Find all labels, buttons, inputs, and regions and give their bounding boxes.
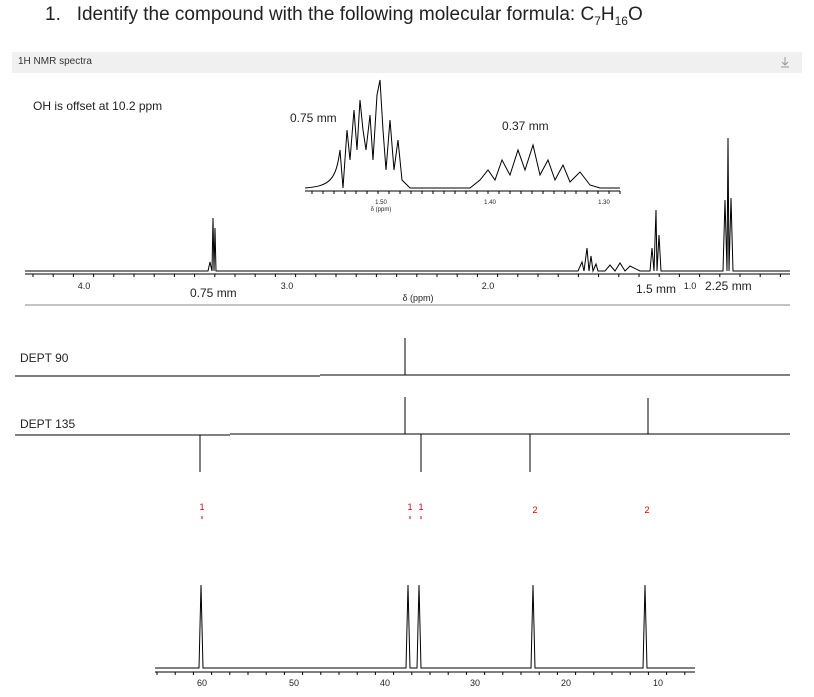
inset-tick-label: 1.40 [484,200,496,206]
inset-tick-label: 1.30 [598,200,610,206]
dept135-trace [15,397,790,472]
inset-axis-label: δ (ppm) [371,207,392,213]
integral: 1.5 mm [636,282,676,296]
formula: C7H16O [580,4,643,28]
tick-label: 2.0 [482,281,495,291]
inset-label: 0.75 mm [290,111,337,125]
tick-label: 1.0 [684,281,697,291]
dept-label: DEPT 135 [20,417,75,431]
atom: H [600,4,615,25]
peak-label: 1 [407,502,412,512]
panel-title: 1H NMR spectra [18,56,92,67]
atom: O [627,4,643,25]
axis-label: δ (ppm) [402,293,433,303]
download-icon[interactable] [781,57,789,68]
question-text: Identify the compound with the following… [76,4,576,25]
tick-label: 60 [197,678,207,688]
inset-tick-label: 1.50 [375,200,387,206]
tick-label: 30 [470,678,480,688]
carbon-trace [155,584,695,669]
inset-trace [304,79,620,189]
tick-label: 4.0 [78,281,91,291]
tick-label: 10 [653,678,663,688]
integral: 2.25 mm [705,279,752,293]
atom: C [580,4,595,25]
tick-label: 20 [561,678,571,688]
tick-label: 50 [289,678,299,688]
dept90-trace [15,338,790,377]
tick-label: 3.0 [281,281,294,291]
tick-label: 40 [380,678,390,688]
peak-label: 1 [199,502,204,512]
count: 16 [614,13,628,28]
oh-note: OH is offset at 10.2 ppm [33,99,162,113]
nmr-trace [25,137,790,273]
count: 7 [594,13,601,28]
peak-marks [201,516,422,519]
question: 1. Identify the compound with the follow… [45,4,643,28]
question-number: 1. [45,4,61,25]
dept-label: DEPT 90 [20,351,69,365]
integral: 0.75 mm [190,286,237,300]
inset-label: 0.37 mm [502,119,549,133]
peak-label: 1 [418,502,423,512]
peak-label: 2 [532,505,537,515]
panel-header: 1H NMR spectra [12,52,802,73]
peak-label: 2 [644,505,649,515]
